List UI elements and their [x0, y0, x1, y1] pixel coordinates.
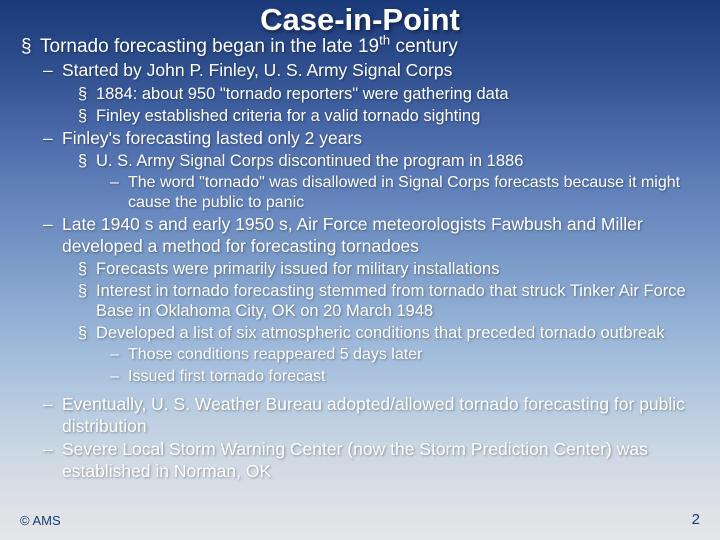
bullet-l4: The word "tornado" was disallowed in Sig… [18, 173, 702, 212]
bullet-l2: Eventually, U. S. Weather Bureau adopted… [18, 394, 702, 437]
bullet-l4: Those conditions reappeared 5 days later [18, 345, 702, 365]
bullet-l3: Interest in tornado forecasting stemmed … [18, 281, 702, 321]
text: century [390, 36, 458, 57]
text: Tornado forecasting began in the late 19 [40, 36, 379, 57]
bullet-l3: Finley established criteria for a valid … [18, 106, 702, 126]
copyright-text: © AMS [20, 513, 61, 528]
slide-title: Case-in-Point [18, 0, 702, 38]
slide-container: Case-in-Point Tornado forecasting began … [0, 0, 720, 540]
bullet-l2: Severe Local Storm Warning Center (now t… [18, 439, 702, 482]
page-number: 2 [692, 511, 700, 528]
bullet-l3: Forecasts were primarily issued for mili… [18, 259, 702, 279]
bullet-l2: Started by John P. Finley, U. S. Army Si… [18, 60, 702, 81]
slide-content: Tornado forecasting began in the late 19… [18, 35, 702, 482]
bullet-l3: 1884: about 950 "tornado reporters" were… [18, 84, 702, 104]
bullet-l3: Developed a list of six atmospheric cond… [18, 323, 702, 343]
bullet-l1: Tornado forecasting began in the late 19… [18, 35, 702, 58]
bullet-l2: Finley's forecasting lasted only 2 years [18, 128, 702, 149]
bullet-l4: Issued first tornado forecast [18, 367, 702, 387]
bullet-l2: Late 1940 s and early 1950 s, Air Force … [18, 214, 702, 257]
sup: th [379, 33, 390, 48]
bullet-l3: U. S. Army Signal Corps discontinued the… [18, 151, 702, 171]
